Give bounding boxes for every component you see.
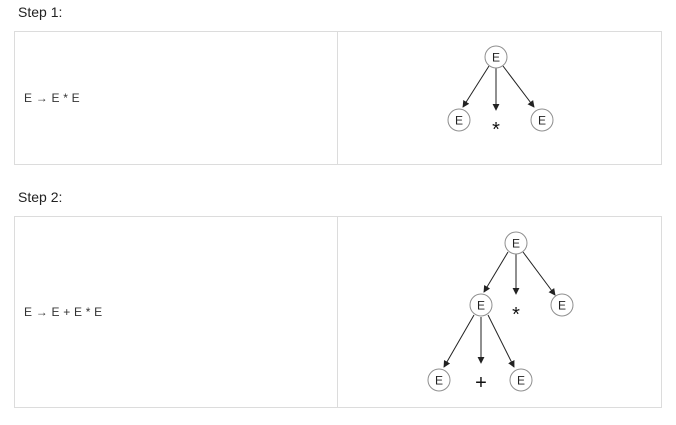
step-2-tree-cell: E E * E E +	[338, 217, 661, 407]
step-2-operator-multiply: *	[512, 304, 520, 326]
svg-text:E: E	[517, 374, 525, 388]
step-1-edge-root-left	[462, 65, 490, 108]
svg-text:*: *	[492, 119, 500, 141]
step-1-label: Step 1:	[18, 4, 63, 20]
svg-text:E: E	[435, 374, 443, 388]
step-2-edge-mid-right	[487, 314, 515, 368]
step-2-edge-mid-left	[443, 314, 475, 368]
step-1-parse-tree: E E * E	[447, 45, 554, 141]
step-2-production: E → E + E * E	[24, 305, 103, 319]
step-1-node-right: E	[530, 108, 554, 132]
step-2-edge-root-left	[483, 251, 509, 293]
svg-text:E: E	[455, 114, 463, 128]
step-2-node-right: E	[550, 293, 574, 317]
step-1-operator: *	[492, 119, 500, 141]
step-2-node-mid: E	[469, 293, 493, 317]
svg-text:+: +	[475, 372, 487, 394]
svg-text:E: E	[512, 237, 520, 251]
step-1-edge-root-right	[502, 65, 535, 108]
step-1-production: E → E * E	[24, 91, 80, 105]
step-1-production-cell: E → E * E	[15, 32, 338, 164]
step-2-operator-plus: +	[475, 372, 487, 394]
step-2-production-cell: E → E + E * E	[15, 217, 338, 407]
svg-text:E: E	[477, 299, 485, 313]
step-2-edge-root-right	[522, 251, 556, 296]
step-1-node-root: E	[484, 45, 508, 69]
step-2-node-root: E	[504, 231, 528, 255]
step-1-table: E → E * E E E *	[14, 31, 662, 165]
step-2-parse-tree: E E * E E +	[427, 231, 574, 394]
step-1-tree-cell: E E * E	[338, 32, 661, 164]
step-1-node-left: E	[447, 108, 471, 132]
step-2-table: E → E + E * E E E	[14, 216, 662, 408]
svg-text:E: E	[558, 299, 566, 313]
svg-text:*: *	[512, 304, 520, 326]
step-2-label: Step 2:	[18, 189, 63, 205]
step-2-node-bottom-right: E	[509, 368, 533, 392]
svg-text:E: E	[538, 114, 546, 128]
step-2-node-bottom-left: E	[427, 368, 451, 392]
svg-text:E: E	[492, 51, 500, 65]
